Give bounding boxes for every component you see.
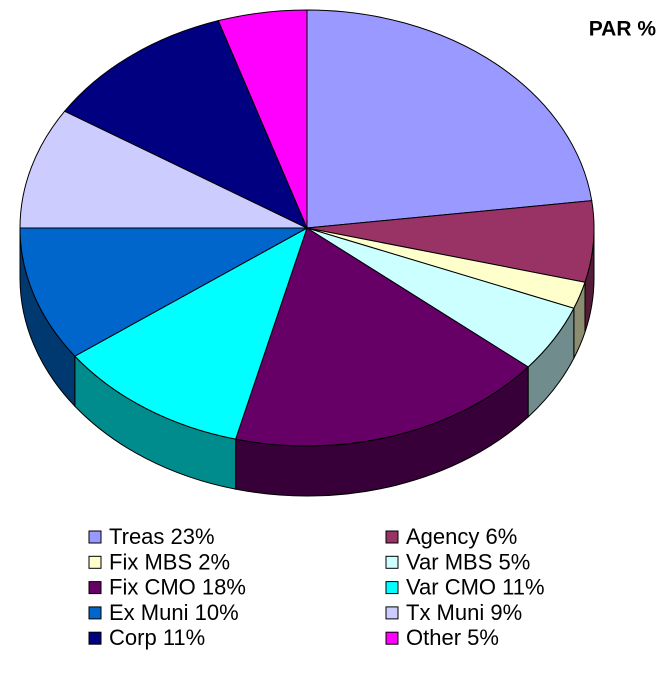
- legend-label: Other 5%: [406, 625, 499, 650]
- legend-swatch: [385, 530, 399, 544]
- legend-category: Ex Muni: [109, 600, 188, 625]
- legend-category: Fix CMO: [109, 574, 196, 599]
- slice: [234, 227, 529, 447]
- legend-category: Other: [406, 625, 461, 650]
- legend-swatch: [88, 631, 102, 645]
- legend-value: 11%: [163, 625, 205, 650]
- legend-value: 5%: [467, 625, 499, 650]
- legend-value: 5%: [499, 549, 531, 574]
- legend-label: Ex Muni 10%: [109, 600, 239, 625]
- legend-label: Fix CMO 18%: [109, 574, 246, 599]
- legend-value: 10%: [195, 600, 239, 625]
- chart-title: PAR %: [589, 18, 657, 41]
- slice: [74, 226, 308, 440]
- slice: [19, 110, 308, 229]
- legend-category: Treas: [109, 524, 164, 549]
- slice: [63, 20, 308, 230]
- legend-value: 23%: [171, 524, 215, 549]
- slice: [306, 9, 593, 229]
- legend-swatch: [385, 606, 399, 620]
- legend-value: 6%: [486, 524, 518, 549]
- legend-value: 9%: [490, 600, 522, 625]
- legend-label: Tx Muni 9%: [406, 600, 522, 625]
- legend-label: Agency 6%: [406, 524, 517, 549]
- legend-swatch: [385, 631, 399, 645]
- legend-category: Var MBS: [406, 549, 492, 574]
- legend-value: 18%: [202, 574, 246, 599]
- legend-swatch: [385, 581, 399, 595]
- legend-category: Agency: [406, 524, 479, 549]
- slice: [19, 227, 308, 357]
- legend-category: Corp: [109, 625, 157, 650]
- legend-swatch: [88, 555, 102, 569]
- legend-category: Fix MBS: [109, 549, 192, 574]
- legend-swatch: [88, 606, 102, 620]
- legend-label: Fix MBS 2%: [109, 549, 230, 574]
- legend-swatch: [88, 530, 102, 544]
- legend-category: Var CMO: [406, 574, 496, 599]
- legend-label: Var CMO 11%: [406, 574, 545, 599]
- legend-label: Var MBS 5%: [406, 549, 530, 574]
- legend-swatch: [88, 581, 102, 595]
- legend-label: Treas 23%: [109, 524, 215, 549]
- legend-value: 11%: [502, 574, 544, 599]
- legend-value: 2%: [198, 549, 230, 574]
- legend-swatch: [385, 555, 399, 569]
- legend-category: Tx Muni: [406, 600, 484, 625]
- legend-label: Corp 11%: [109, 625, 205, 650]
- slice: [217, 9, 308, 229]
